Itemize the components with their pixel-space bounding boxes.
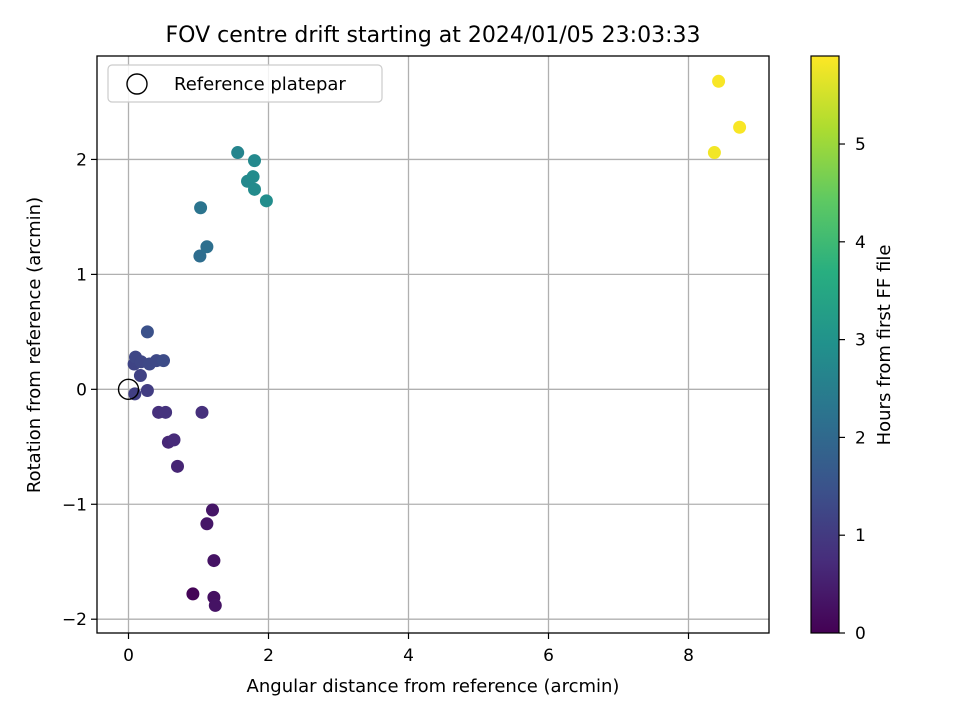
y-axis-ticks: −2 −1 0 1 2: [62, 150, 97, 630]
data-point: [259, 194, 273, 208]
colorbar-tick-label: 0: [855, 624, 866, 644]
data-point: [206, 503, 219, 517]
x-tick-label: 6: [543, 646, 554, 666]
data-point: [231, 146, 245, 160]
colorbar-tick-label: 2: [855, 428, 866, 448]
colorbar-frame: [810, 55, 840, 634]
x-tick-label: 8: [683, 646, 694, 666]
data-point: [248, 182, 261, 196]
colorbar-gradient: [811, 56, 839, 633]
data-point: [167, 433, 181, 447]
legend-reference-marker: [126, 73, 148, 95]
colorbar-tick-label: 1: [855, 526, 866, 546]
colorbar-ticks: 0 1 2 3 4 5: [839, 135, 866, 644]
plot-frame: [96, 55, 770, 634]
reference-layer: [117, 378, 140, 401]
legend-reference-label: Reference platepar: [174, 74, 346, 95]
data-point: [248, 154, 261, 168]
x-tick-label: 0: [123, 646, 134, 666]
data-point: [159, 405, 173, 419]
colorbar-tick-label: 4: [855, 233, 866, 253]
colorbar-tick-label: 3: [855, 331, 866, 351]
y-tick-label: −1: [62, 495, 87, 515]
colorbar-tick-label: 5: [855, 135, 866, 155]
chart-title: FOV centre drift starting at 2024/01/05 …: [166, 23, 701, 48]
y-axis-label: Rotation from reference (arcmin): [24, 197, 45, 493]
data-point: [140, 325, 154, 339]
legend-box: [107, 64, 383, 103]
reference-marker: [117, 378, 140, 401]
data-point: [200, 517, 214, 531]
x-tick-label: 2: [263, 646, 274, 666]
data-point: [194, 201, 208, 215]
x-tick-label: 4: [403, 646, 414, 666]
grid-lines: [97, 56, 769, 633]
data-point: [140, 383, 154, 397]
y-tick-label: −2: [62, 610, 87, 630]
y-tick-label: 0: [76, 380, 87, 400]
colorbar: 0 1 2 3 4 5 Hours from first FF file: [810, 55, 895, 644]
data-point: [157, 354, 170, 368]
data-point: [195, 405, 209, 419]
legend: Reference platepar: [107, 64, 383, 103]
x-axis-label: Angular distance from reference (arcmin): [247, 676, 620, 697]
data-point: [193, 249, 207, 263]
data-point: [186, 587, 200, 601]
data-point: [246, 170, 260, 184]
data-point: [208, 598, 222, 612]
data-point: [133, 369, 147, 383]
data-point: [733, 120, 747, 134]
data-point: [200, 240, 214, 254]
data-points: [127, 74, 747, 612]
colorbar-label: Hours from first FF file: [874, 245, 895, 446]
x-axis-ticks: 0 2 4 6 8: [123, 633, 694, 666]
y-tick-label: 1: [76, 265, 87, 285]
data-point: [207, 554, 221, 568]
data-point: [707, 146, 721, 160]
data-point: [171, 459, 184, 473]
y-tick-label: 2: [76, 150, 87, 170]
data-point: [712, 74, 726, 88]
